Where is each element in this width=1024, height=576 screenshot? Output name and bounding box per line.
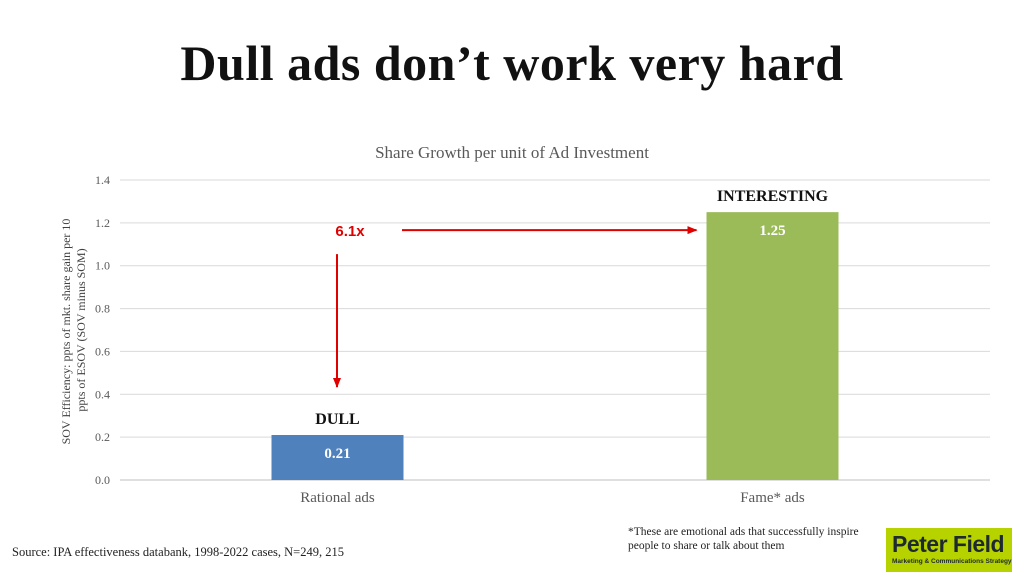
- y-tick-label: 1.4: [95, 173, 110, 187]
- bar-data-label: 1.25: [759, 223, 785, 239]
- y-tick-label: 0.2: [95, 430, 110, 444]
- bars: 0.21 DULL 1.25 INTERESTING: [271, 188, 839, 480]
- ratio-label: 6.1x: [335, 223, 365, 240]
- bar: [706, 212, 839, 480]
- y-axis-ticks: 0.0 0.2 0.4 0.6 0.8 1.0 1.2 1.4: [95, 173, 110, 487]
- y-axis-label-line-1: SOV Efficiency: ppts of mkt. share gain …: [59, 219, 73, 445]
- y-axis-label: SOV Efficiency: ppts of mkt. share gain …: [59, 216, 88, 445]
- annotations: 6.1x: [333, 223, 698, 388]
- y-tick-label: 0.8: [95, 302, 110, 316]
- logo-name: Peter Field: [892, 531, 1005, 557]
- y-tick-label: 0.6: [95, 344, 110, 358]
- bar-annotation: INTERESTING: [717, 188, 829, 205]
- x-tick-label: Fame* ads: [740, 490, 805, 506]
- source-note: Source: IPA effectiveness databank, 1998…: [12, 545, 344, 559]
- logo-tagline: Marketing & Communications Strategy: [892, 558, 1012, 565]
- gridlines: [120, 179, 990, 481]
- y-tick-label: 0.4: [95, 387, 110, 401]
- x-tick-label: Rational ads: [300, 490, 375, 506]
- chart-title: Share Growth per unit of Ad Investment: [375, 143, 649, 162]
- bar: [271, 435, 404, 480]
- bar-data-label: 0.21: [324, 446, 350, 462]
- bar-annotation: DULL: [315, 411, 359, 428]
- y-tick-label: 1.2: [95, 216, 110, 230]
- footnote: *These are emotional ads that successful…: [628, 526, 859, 552]
- y-axis-label-line-2: ppts of ESOV (SOV minus SOM): [74, 248, 88, 411]
- y-tick-label: 1.0: [95, 259, 110, 273]
- y-tick-label: 0.0: [95, 473, 110, 487]
- brand-logo: Peter Field Marketing & Communications S…: [886, 528, 1012, 572]
- slide-title: Dull ads don’t work very hard: [180, 35, 844, 91]
- x-axis-ticks: Rational ads Fame* ads: [300, 490, 805, 506]
